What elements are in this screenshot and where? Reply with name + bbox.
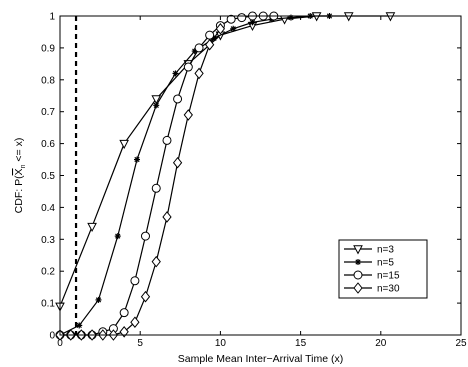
y-axis-label: CDF: P(Xn <= x) [13,138,27,214]
data-point-n30 [162,211,172,223]
y-tick-label: 0.9 [41,43,55,54]
data-point-n5 [76,322,83,329]
data-point-n5 [287,14,294,21]
data-point-n5 [133,156,140,163]
series-n15 [55,11,279,340]
y-tick-label: 0 [49,331,55,342]
asterisk-stroke [230,26,236,32]
series-n5 [57,13,333,338]
x-axis-label: Sample Mean Inter−Arrival Time (x) [178,353,343,365]
data-point-n3 [343,12,354,22]
data-point-n15 [130,276,140,286]
legend-marker [353,282,363,294]
data-point-n5 [153,102,160,109]
data-point-n30 [183,109,193,121]
y-tick-label: 0.4 [41,203,55,214]
y-tick-label: 0.7 [41,107,55,118]
data-point-n15 [205,30,215,40]
data-point-n3 [151,95,162,105]
asterisk-stroke [355,259,361,265]
data-point-n15 [194,43,204,53]
data-point-n15 [162,135,172,145]
x-tick-label: 15 [295,338,307,349]
asterisk-stroke [153,102,159,108]
series-line-n15 [60,15,274,336]
legend-entry: n=5 [344,258,394,269]
x-tick-label: 20 [375,338,387,349]
data-point-n15 [151,183,161,193]
x-tick-label: 0 [57,338,63,349]
legend-marker [353,245,363,255]
data-point-n15 [173,94,183,104]
y-tick-label: 0.1 [41,299,55,310]
x-tick-label: 5 [137,338,143,349]
asterisk-stroke [76,322,82,329]
data-point-n15 [237,13,247,23]
axes: 0 5 10 15 20 25 0 0.1 0.2 0.3 0.4 0.5 0.6 0.7 0.8 0.9 1 [41,12,467,350]
series-line-n5 [59,15,330,336]
data-point-n5 [114,233,121,240]
legend-label: n=30 [377,284,400,295]
asterisk-stroke [172,70,179,77]
data-point-n30 [119,326,129,338]
y-tick-label: 0.8 [41,75,55,86]
y-tick-label: 0.2 [41,267,55,278]
x-tick-label: 10 [215,338,227,349]
data-point-n15 [140,231,150,241]
y-tick-label: 0.3 [41,235,55,246]
asterisk-stroke [249,19,256,26]
data-point-n3 [385,12,396,22]
data-point-n30 [140,290,151,303]
x-tick-label: 25 [455,338,467,349]
data-point-n5 [95,296,102,303]
asterisk-stroke [115,233,121,239]
data-point-n30 [172,156,183,169]
data-point-n5 [230,25,237,32]
legend-label: n=15 [377,271,400,282]
legend-entry: n=15 [344,270,400,282]
y-tick-label: 0.6 [41,139,55,150]
data-point-n30 [215,22,226,35]
data-point-n15 [119,308,129,318]
data-point-n3 [119,139,129,150]
legend: n=3 n=5 n=15 n=30 [338,239,428,299]
data-point-n5 [172,70,179,77]
legend-label: n=5 [377,258,394,269]
data-point-n3 [87,222,97,233]
legend-entry: n=3 [344,245,394,256]
asterisk-stroke [95,297,102,303]
data-point-n15 [183,62,193,72]
data-point-n30 [194,67,204,80]
legend-marker [355,259,361,265]
legend-label: n=3 [377,245,394,256]
data-point-n30 [151,255,161,268]
y-tick-label: 1 [49,12,55,23]
legend-entry: n=30 [344,282,400,295]
legend-marker [353,270,363,280]
data-point-n30 [205,38,215,51]
series-n30 [55,22,226,341]
data-point-n15 [226,14,236,24]
y-tick-label: 0.5 [41,171,55,182]
asterisk-stroke [134,156,140,163]
data-point-n30 [130,316,140,329]
